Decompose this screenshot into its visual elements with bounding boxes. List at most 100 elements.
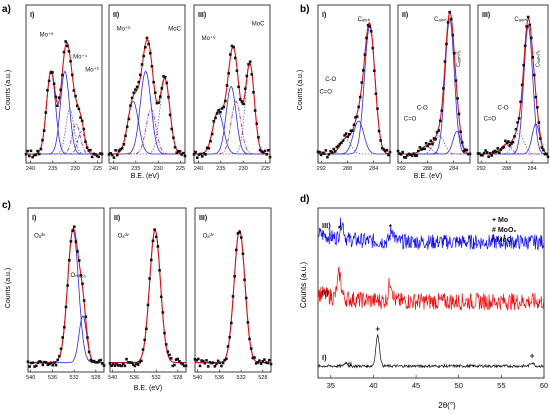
raw-data-point (210, 361, 213, 365)
raw-data-point (59, 347, 63, 351)
raw-data-point (34, 153, 38, 157)
raw-data-point (89, 148, 92, 152)
raw-data-point (351, 129, 354, 132)
raw-data-point (215, 362, 218, 366)
raw-data-point (435, 130, 439, 134)
raw-data-point (63, 325, 66, 329)
raw-data-point (209, 139, 212, 143)
raw-data-point (265, 152, 268, 156)
peak-annotation: Cₑₐᵣₕᵢᵈₑ (535, 50, 542, 67)
peak-annotation: Oₐᵈᵛ (34, 233, 45, 240)
peak-annotation: C-O (325, 77, 336, 83)
raw-data-point (159, 295, 163, 299)
raw-data-point (363, 53, 367, 56)
raw-data-point (135, 85, 139, 89)
raw-data-point (203, 361, 207, 365)
raw-data-point (233, 275, 236, 278)
raw-data-point (234, 56, 237, 60)
raw-data-point (349, 129, 353, 133)
raw-data-point (120, 364, 123, 368)
peak-marker: * (338, 224, 342, 233)
raw-data-point (519, 100, 522, 104)
peak-annotation: C=O (484, 116, 497, 122)
peak-annotation: Cₐₗₚₕ (434, 17, 447, 23)
x-tick-label: 288 (343, 166, 352, 172)
x-tick-label: 536 (48, 375, 57, 381)
raw-data-point (481, 153, 484, 157)
raw-data-point (253, 356, 256, 359)
raw-data-point (42, 129, 46, 132)
raw-data-point (116, 364, 120, 367)
raw-data-point (115, 153, 119, 157)
raw-data-point (522, 63, 525, 67)
raw-data-point (460, 141, 464, 144)
raw-data-point (86, 336, 89, 339)
raw-data-point (335, 145, 339, 149)
subplot-label: I) (32, 215, 36, 222)
raw-data-point (87, 350, 91, 354)
raw-data-point (421, 147, 425, 151)
raw-data-point (41, 138, 44, 142)
x-tick-label: 532 (152, 375, 161, 381)
raw-data-point (240, 100, 244, 103)
envelope-fit (194, 46, 270, 155)
raw-data-point (199, 152, 202, 156)
raw-data-point (44, 361, 48, 364)
raw-data-point (429, 139, 433, 143)
raw-data-point (346, 135, 350, 139)
raw-data-point (197, 153, 201, 156)
raw-data-point (140, 359, 143, 363)
raw-data-point (226, 345, 230, 348)
raw-data-point (155, 101, 159, 105)
peak-annotation: C-O (498, 105, 509, 111)
x-tick-label: 292 (477, 166, 486, 172)
raw-data-point (250, 73, 254, 76)
raw-data-point (178, 360, 181, 363)
component-c-o (318, 138, 390, 155)
raw-data-point (90, 155, 94, 159)
plot-frame (477, 4, 549, 164)
component-moc (194, 63, 270, 155)
raw-data-point (163, 331, 166, 335)
plot-frame (317, 207, 545, 379)
raw-data-point (385, 148, 389, 152)
raw-data-point (539, 137, 542, 140)
plot-frame (317, 4, 391, 164)
x-tick-label: 532 (70, 375, 79, 381)
raw-data-point (205, 359, 208, 362)
x-tick-label: 225 (176, 166, 185, 172)
raw-data-point (150, 64, 154, 68)
raw-data-point (158, 95, 162, 98)
raw-data-point (168, 353, 171, 357)
raw-data-point (374, 92, 378, 96)
raw-data-point (54, 95, 58, 99)
raw-data-point (257, 136, 260, 139)
raw-data-point (221, 361, 225, 365)
raw-data-point (504, 139, 507, 143)
raw-data-point (28, 154, 31, 158)
raw-data-point (170, 127, 174, 131)
x-tick-label: 235 (48, 166, 57, 172)
raw-data-point (513, 135, 516, 138)
component-c-aliph (398, 18, 470, 155)
raw-data-point (164, 343, 168, 346)
raw-data-point (344, 132, 348, 135)
subplot-label: III) (198, 12, 206, 19)
subplot-c-II: 540 536 532 528 II) Oₐᵈᵛ (108, 207, 188, 381)
subplot-label: III) (199, 215, 207, 222)
raw-data-point (496, 147, 500, 150)
raw-data-point (543, 152, 547, 156)
raw-data-point (33, 365, 36, 368)
component-c-o (478, 144, 548, 155)
raw-data-point (446, 21, 450, 24)
raw-data-point (321, 151, 324, 155)
raw-data-point (494, 150, 498, 153)
peak-marker: + (375, 325, 380, 334)
raw-data-point (44, 111, 48, 114)
raw-data-point (396, 149, 400, 153)
raw-data-point (92, 152, 96, 156)
component-moc (109, 78, 185, 155)
envelope-fit (478, 18, 549, 155)
raw-data-point (428, 142, 431, 146)
raw-data-point (237, 85, 240, 89)
